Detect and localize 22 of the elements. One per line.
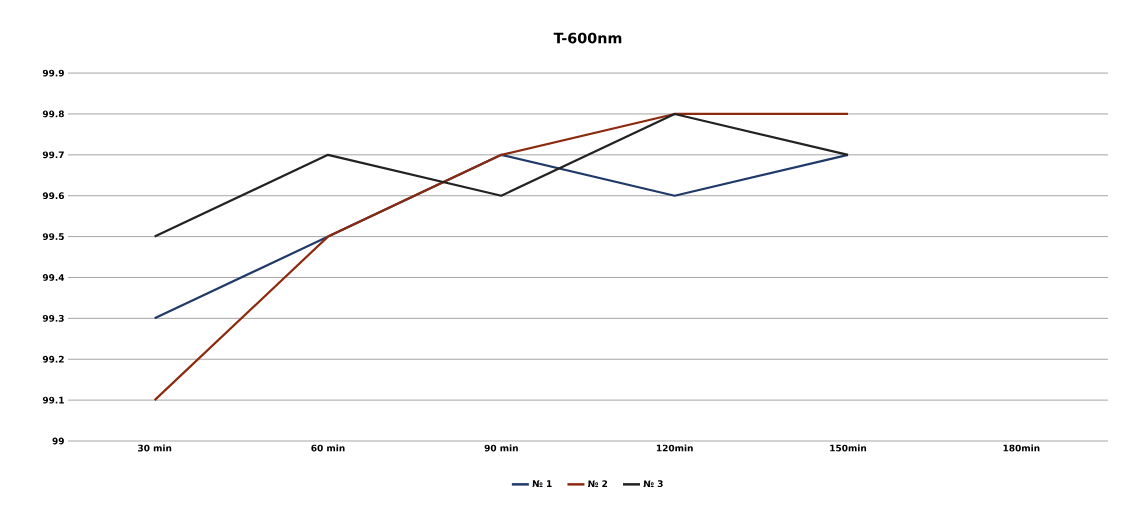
y-tick-label: 99.1	[42, 396, 64, 404]
line-series	[153, 112, 850, 402]
y-tick-label: 99.2	[42, 355, 64, 363]
line-series	[153, 112, 850, 238]
x-tick-label: 120min	[656, 444, 693, 452]
x-tick-label: 60 min	[311, 444, 345, 452]
y-tick-label: 99.7	[42, 151, 64, 159]
legend-label: № 2	[587, 480, 608, 487]
y-tick-label: 99.5	[42, 233, 64, 240]
x-tick-label: 180min	[1003, 444, 1040, 452]
x-tick-label: 90 min	[484, 444, 518, 452]
legend-label: № 1	[532, 480, 552, 487]
y-tick-label: 99.4	[42, 274, 65, 281]
y-tick-label: 99	[52, 437, 64, 445]
y-tick-label: 99.3	[42, 314, 64, 322]
x-tick-label: 150min	[830, 444, 867, 452]
y-tick-label: 99.8	[42, 110, 64, 118]
y-tick-label: 99.6	[42, 192, 65, 200]
y-tick-label: 99.9	[42, 69, 64, 77]
legend-label: № 3	[643, 480, 663, 488]
x-tick-label: 30 min	[138, 444, 172, 452]
chart-title: T-600nm	[553, 32, 622, 44]
